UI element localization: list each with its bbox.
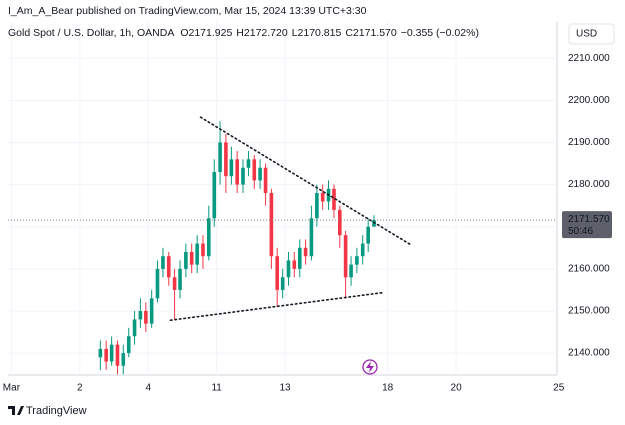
x-tick-label: 11: [211, 383, 222, 394]
candle-body: [138, 310, 143, 320]
x-tick-label: 20: [451, 383, 463, 394]
y-tick-label: 2200.000: [568, 95, 610, 106]
ohlc-key: H: [236, 27, 244, 39]
ohlc-value: 2172.720: [244, 27, 288, 39]
candle-body: [349, 264, 353, 278]
candle-body: [98, 348, 103, 358]
candle-body: [189, 251, 194, 265]
last-price-box: [562, 211, 612, 239]
candle-body: [155, 268, 160, 299]
candle-body: [297, 247, 302, 269]
candle-body: [292, 260, 297, 269]
event-icon-bolt: [366, 361, 374, 373]
candle-body: [241, 167, 245, 185]
axes: 2140.0002150.0002160.0002170.0002180.000…: [3, 53, 612, 394]
candle-body: [195, 243, 199, 265]
change: −0.355 (−0.02%): [401, 27, 479, 39]
candle-body: [166, 256, 171, 278]
candle-body: [229, 159, 234, 177]
footer-brand: TradingView: [26, 405, 87, 417]
countdown: 50:46: [568, 226, 593, 237]
candle-body: [201, 243, 205, 257]
trendline: [169, 291, 386, 322]
candle-body: [263, 167, 268, 194]
x-tick-label: Mar: [3, 383, 21, 394]
candle-body: [332, 188, 336, 210]
x-tick-label: 18: [382, 383, 394, 394]
candle-body: [149, 298, 154, 324]
byline: I_Am_A_Bear published on TradingView.com…: [8, 5, 367, 17]
currency[interactable]: USD: [576, 29, 597, 40]
candle-body: [144, 310, 148, 324]
candle-body: [258, 167, 262, 181]
last-price-label: 2171.570: [568, 214, 610, 225]
candle-body: [286, 260, 291, 278]
candle-body: [161, 256, 165, 269]
currency-button[interactable]: [568, 23, 615, 45]
ohlc-key: C: [345, 27, 353, 39]
candle-body: [360, 243, 365, 257]
y-tick-label: 2140.000: [568, 348, 610, 359]
trendline: [199, 116, 413, 247]
ohlc-key: L: [292, 27, 298, 39]
candle-body: [109, 344, 114, 362]
y-tick-label: 2210.000: [568, 53, 610, 64]
candle-body: [126, 336, 131, 354]
candle-body: [224, 142, 228, 177]
ohlc-value: 2171.570: [353, 27, 397, 39]
candle-body: [212, 171, 217, 219]
candle-body: [206, 218, 211, 257]
candle-body: [275, 256, 279, 290]
plot-area: [8, 22, 557, 375]
candle-body: [115, 344, 120, 366]
candle-body: [218, 142, 222, 172]
candle-body: [172, 277, 177, 290]
y-tick-label: 2190.000: [568, 137, 610, 148]
candle-body: [337, 209, 342, 236]
candle-body: [184, 251, 188, 269]
info-line: Gold Spot / U.S. Dollar, 1h, OANDA O 2171.…: [8, 27, 479, 39]
candle-body: [269, 193, 274, 257]
x-tick-label: 13: [280, 383, 292, 394]
ohlc-key: O: [180, 27, 188, 39]
x-tick-label: 2: [77, 383, 83, 394]
candle-body: [320, 193, 325, 202]
candle-body: [309, 218, 314, 257]
candle-body: [315, 193, 319, 219]
symbol-title: Gold Spot / U.S. Dollar, 1h, OANDA: [8, 27, 174, 39]
ohlc-value: 2171.925: [189, 27, 233, 39]
candle-body: [303, 247, 308, 257]
candle-body: [280, 277, 285, 290]
ohlc-value: 2170.815: [298, 27, 342, 39]
candle-body: [372, 220, 376, 227]
candle-body: [178, 268, 182, 290]
candle-body: [355, 256, 359, 265]
x-tick-label: 4: [145, 383, 151, 394]
candle-body: [121, 353, 126, 366]
candle-body: [235, 159, 239, 185]
x-tick-label: 25: [553, 383, 565, 394]
candle-body: [132, 319, 137, 337]
y-tick-label: 2160.000: [568, 263, 610, 274]
candle-body: [366, 226, 370, 244]
candle-body: [246, 159, 251, 168]
y-tick-label: 2150.000: [568, 306, 610, 317]
y-tick-label: 2180.000: [568, 179, 610, 190]
candle-body: [343, 235, 348, 278]
footer-logo: [8, 406, 24, 415]
candle-body: [104, 348, 108, 362]
candle-body: [252, 159, 257, 181]
